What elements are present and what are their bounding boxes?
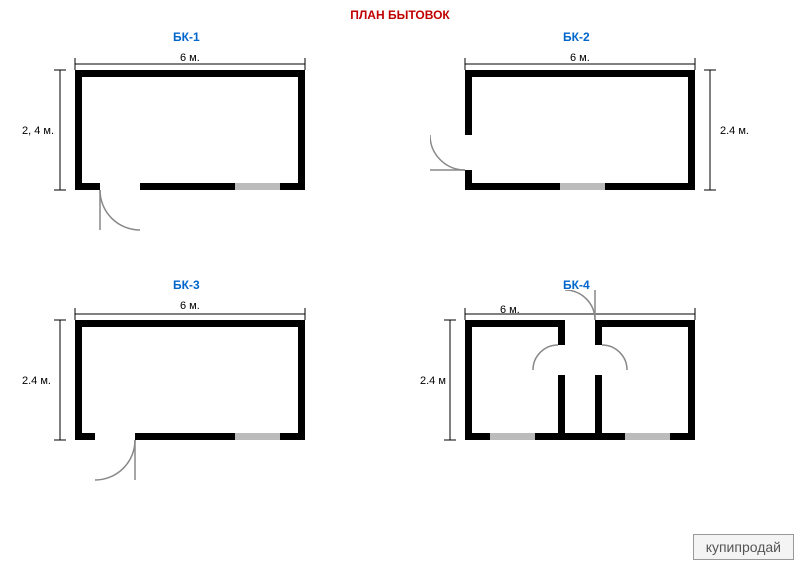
plan-bk3: [40, 290, 360, 510]
plan-bk2: [430, 40, 760, 260]
watermark: купипродай: [693, 534, 794, 560]
plan-bk1: [40, 40, 360, 260]
main-title: ПЛАН БЫТОВОК: [350, 8, 449, 22]
plan-bk4: [430, 290, 760, 510]
